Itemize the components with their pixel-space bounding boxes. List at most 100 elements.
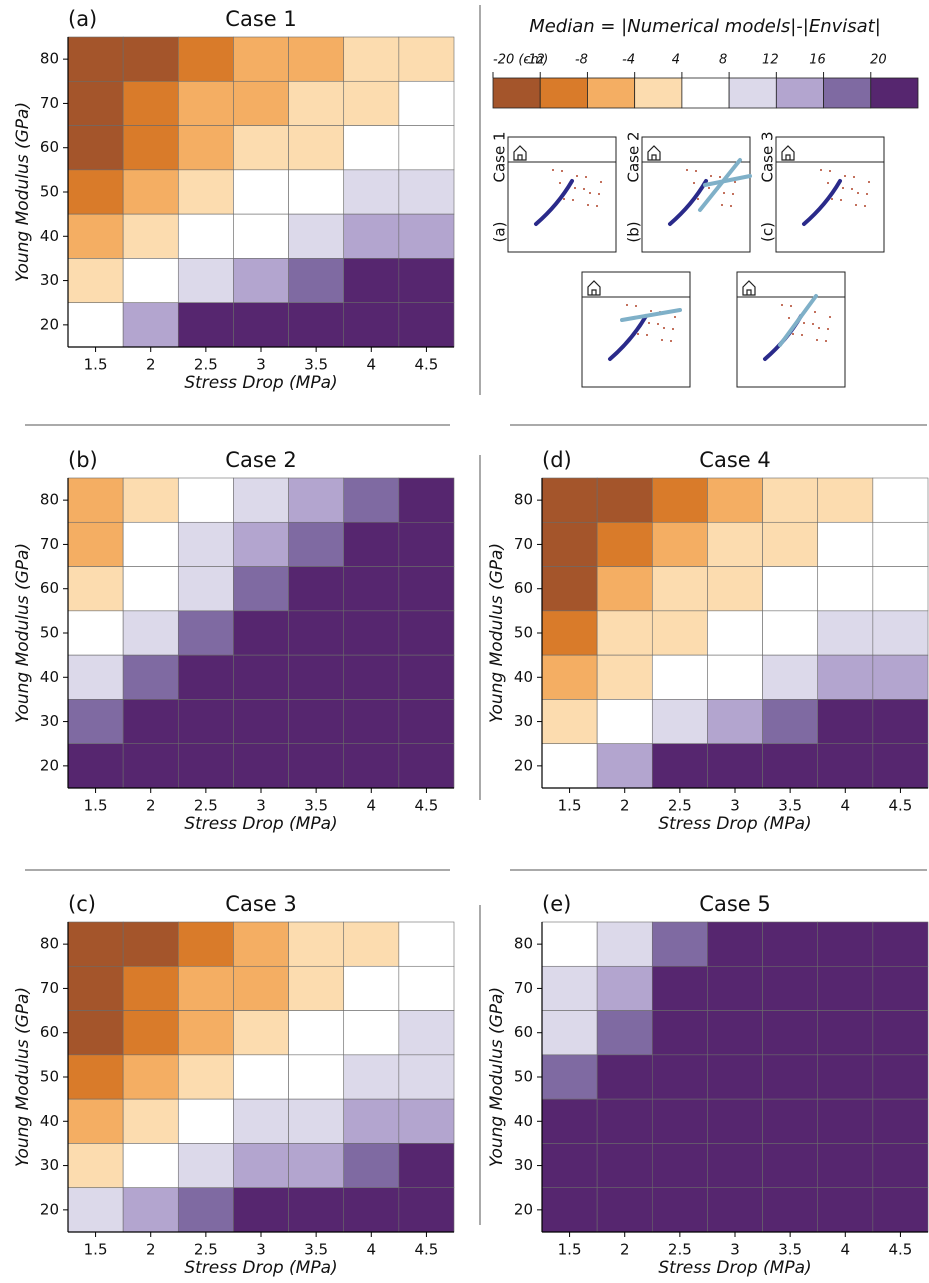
y-tick-label: 30 (514, 1156, 533, 1174)
schematic-label: Case 1 (491, 131, 509, 182)
heatmap-cell (177, 213, 234, 259)
x-tick-label: 4.5 (414, 356, 438, 374)
heatmap-cell (343, 302, 400, 348)
heatmap-cell (233, 125, 289, 171)
heatmap-cell (343, 125, 400, 171)
main-fault (534, 179, 574, 226)
heatmap-cell (707, 921, 763, 967)
heatmap-cell (177, 80, 234, 126)
heatmap-cell (122, 213, 179, 259)
heatmap-cell (651, 699, 708, 745)
colorbar-tick-label: 16 (809, 53, 826, 68)
seismic-dot (650, 310, 652, 312)
heatmap-cell (872, 477, 929, 523)
seismic-dot (734, 181, 736, 183)
heatmap-cell (67, 169, 124, 215)
seismic-dot (719, 176, 721, 178)
heatmap-cell (67, 213, 124, 259)
heatmap-cell (707, 610, 763, 656)
seismic-dot (829, 170, 831, 172)
heatmap-cell (817, 477, 874, 523)
heatmap-cell (398, 521, 455, 567)
heatmap-cell (651, 1054, 708, 1100)
heatmap-cell (817, 654, 874, 700)
heatmap-cell (707, 1054, 763, 1100)
heatmap-cell (288, 258, 345, 304)
x-tick-label: 4 (841, 797, 851, 815)
main-fault (802, 179, 842, 226)
heatmap-cell (177, 521, 234, 567)
colorbar-box (587, 77, 636, 109)
seismic-dot (864, 205, 866, 207)
x-tick-label: 2.5 (668, 797, 692, 815)
chart-title: Case 3 (225, 892, 296, 916)
heatmap-cell (177, 1187, 234, 1233)
heatmap-cell (288, 654, 345, 700)
colorbar-tick-label: 8 (719, 53, 727, 68)
schematic: Case 2 (b) (625, 131, 751, 253)
heatmap-cell (398, 566, 455, 612)
y-tick-label: 30 (514, 712, 533, 730)
heatmap-cell (872, 521, 929, 567)
heatmap-cell (872, 965, 929, 1011)
colorbar-box (681, 77, 730, 109)
heatmap-cell (67, 921, 124, 967)
schematic: Case 3 (c) (703, 131, 885, 253)
heatmap-cell (596, 965, 653, 1011)
seismic-dot (559, 182, 561, 184)
heatmap-cell (122, 965, 179, 1011)
x-axis-label: Stress Drop (MPa) (184, 373, 337, 393)
colorbar-tick-label: 20 (870, 53, 887, 68)
colorbar-box (823, 77, 872, 109)
heatmap-cell (67, 36, 124, 82)
seismic-dot (589, 192, 591, 194)
heatmap-cell (233, 699, 289, 745)
y-axis-label: Young Modulus (GPa) (487, 543, 507, 723)
heatmap-cell (596, 477, 653, 523)
seismic-dot (598, 193, 600, 195)
heatmap-cell (817, 610, 874, 656)
heatmap-cell (541, 654, 598, 700)
seismic-dot (790, 305, 792, 307)
heatmap-cell (541, 1054, 598, 1100)
heatmap-cell (233, 1143, 289, 1189)
x-tick-label: 4.5 (414, 1241, 438, 1259)
heatmap-cell (343, 743, 400, 789)
x-tick-label: 2 (146, 1241, 156, 1259)
heatmap-cell (817, 566, 874, 612)
heatmap-cell (762, 699, 819, 745)
x-axis-label: Stress Drop (MPa) (658, 814, 811, 834)
y-tick-label: 80 (514, 491, 533, 509)
heatmap-cell (817, 743, 874, 789)
heatmap-cell (817, 521, 874, 567)
seismic-dot (663, 327, 665, 329)
heatmap-cell (817, 921, 874, 967)
y-tick-label: 70 (40, 94, 59, 112)
x-tick-label: 2.5 (668, 1241, 692, 1259)
y-tick-label: 60 (40, 579, 59, 597)
heatmap-cell (288, 302, 345, 348)
schematic (736, 271, 846, 388)
heatmap-cell (122, 477, 179, 523)
x-tick-label: 4 (367, 1241, 377, 1259)
heatmap-cell (596, 921, 653, 967)
y-tick-label: 50 (40, 1068, 59, 1086)
heatmap-cell (398, 258, 455, 304)
colorbar-tick-label: -8 (575, 53, 588, 68)
heatmap-cell (541, 699, 598, 745)
heatmap-cell (596, 1098, 653, 1144)
heatmap-cell (122, 80, 179, 126)
heatmap-cell (596, 610, 653, 656)
heatmap-cell (398, 654, 455, 700)
heatmap-cell (596, 743, 653, 789)
x-tick-label: 3 (256, 797, 266, 815)
secondary-fault (703, 174, 752, 187)
heatmap-cell (122, 610, 179, 656)
x-tick-label: 4 (841, 1241, 851, 1259)
y-tick-label: 30 (40, 712, 59, 730)
heatmap-cell (398, 302, 455, 348)
heatmap-cell (398, 1054, 455, 1100)
x-tick-label: 3.5 (304, 356, 328, 374)
heatmap-cell (288, 610, 345, 656)
heatmap-cell (398, 699, 455, 745)
